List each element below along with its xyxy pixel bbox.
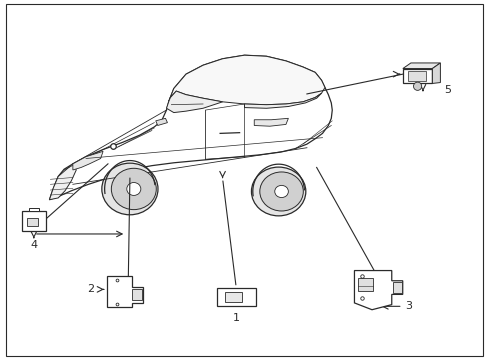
Polygon shape [49, 55, 331, 200]
Polygon shape [168, 55, 325, 105]
Bar [216, 288, 255, 306]
Text: 5: 5 [444, 85, 450, 95]
Bar [132, 289, 142, 300]
Ellipse shape [126, 183, 141, 195]
Text: 2: 2 [87, 284, 94, 294]
Text: 4: 4 [30, 240, 38, 250]
Polygon shape [156, 118, 167, 126]
Polygon shape [73, 151, 103, 170]
Bar [407, 71, 425, 81]
Text: 1: 1 [232, 314, 239, 323]
Polygon shape [244, 93, 321, 108]
Ellipse shape [102, 163, 158, 215]
Circle shape [413, 82, 421, 90]
Bar [22, 211, 45, 231]
Polygon shape [254, 118, 288, 126]
Ellipse shape [259, 172, 303, 211]
Polygon shape [49, 164, 76, 200]
Bar [357, 278, 372, 291]
Polygon shape [166, 91, 222, 113]
Bar [29, 208, 39, 211]
Bar [402, 68, 431, 84]
Bar [27, 218, 38, 226]
Ellipse shape [274, 185, 288, 198]
Bar [225, 292, 242, 302]
Polygon shape [431, 63, 440, 84]
Polygon shape [354, 271, 402, 310]
Text: 3: 3 [404, 301, 411, 311]
Polygon shape [106, 276, 143, 307]
Ellipse shape [111, 168, 156, 210]
Ellipse shape [251, 167, 305, 216]
Polygon shape [402, 63, 440, 68]
Bar [392, 283, 402, 293]
